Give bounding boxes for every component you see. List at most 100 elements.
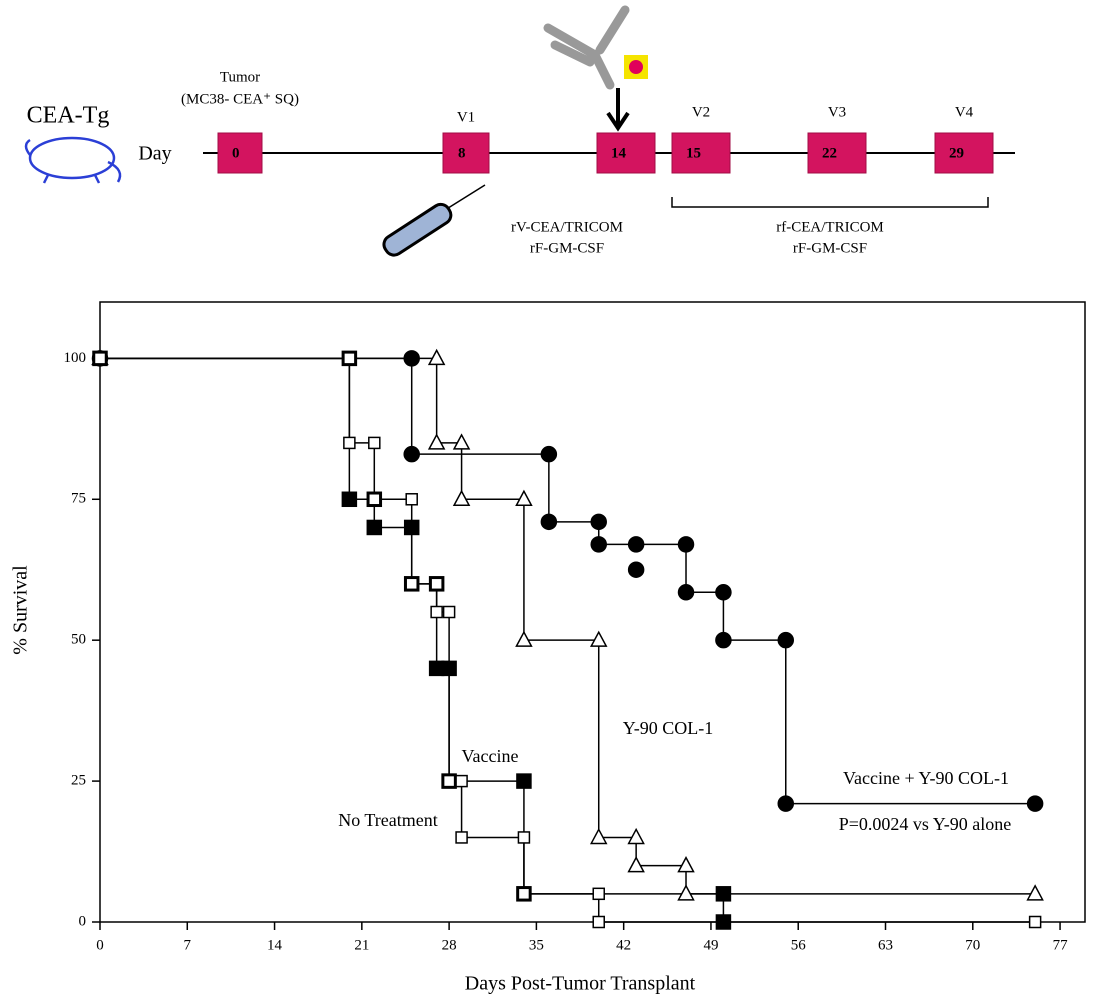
- x-tick-label: 35: [529, 937, 544, 953]
- visit-label: V3: [828, 104, 846, 120]
- x-tick-label: 14: [267, 937, 283, 953]
- point: [403, 350, 420, 367]
- day-number: 15: [686, 145, 701, 161]
- point: [715, 914, 732, 930]
- x-tick-label: 28: [442, 937, 457, 953]
- x-tick-label: 21: [354, 937, 369, 953]
- y-tick-label: 0: [79, 913, 87, 929]
- point: [627, 827, 645, 845]
- day-box: [442, 132, 490, 174]
- x-tick-label: 70: [965, 937, 980, 953]
- boost-label: rF-GM-CSF: [793, 240, 867, 256]
- point: [1026, 795, 1044, 812]
- day-box: [671, 132, 731, 174]
- point: [403, 445, 420, 463]
- point: [343, 436, 356, 450]
- point: [427, 348, 446, 366]
- x-tick-label: 63: [878, 937, 893, 953]
- series-label: Vaccine: [462, 746, 519, 766]
- host-label: CEA-Tg: [27, 103, 110, 129]
- point: [517, 887, 531, 901]
- series-label: No Treatment: [338, 810, 438, 830]
- point: [405, 493, 418, 506]
- radiation-symbol: [629, 60, 643, 74]
- prime-label: rV-CEA/TRICOM: [511, 219, 623, 235]
- day-number: 14: [611, 145, 627, 161]
- day-box: [596, 132, 656, 174]
- point: [777, 631, 795, 649]
- point: [715, 886, 732, 902]
- point: [515, 489, 533, 507]
- point: [540, 445, 558, 463]
- x-tick-label: 0: [96, 937, 104, 953]
- arrow: [606, 88, 630, 132]
- day-number: 8: [458, 145, 466, 161]
- day-box: [217, 132, 263, 174]
- x-tick-label: 49: [703, 937, 718, 953]
- point: [627, 561, 645, 578]
- point: [452, 489, 471, 507]
- antibody-icon: [543, 5, 630, 90]
- point: [777, 795, 795, 812]
- point: [368, 493, 381, 506]
- point: [592, 915, 605, 929]
- visit-label: V1: [457, 109, 475, 125]
- x-axis-label: Days Post-Tumor Transplant: [465, 973, 696, 995]
- tumor-label: Tumor: [220, 69, 260, 85]
- point: [403, 519, 420, 536]
- point: [430, 605, 443, 619]
- point: [677, 584, 695, 601]
- series-label: Y-90 COL-1: [623, 718, 714, 738]
- day-number: 29: [949, 145, 964, 161]
- point: [677, 884, 695, 901]
- x-tick-label: 7: [184, 937, 192, 953]
- point: [592, 887, 605, 901]
- day-number: 0: [232, 145, 240, 161]
- day-box: [934, 132, 994, 174]
- y-tick-label: 100: [64, 350, 87, 366]
- point: [430, 577, 443, 591]
- tumor-line: (MC38- CEA⁺ SQ): [181, 91, 299, 107]
- day-number: 22: [822, 145, 837, 161]
- point: [589, 630, 608, 647]
- annotation: P=0.0024 vs Y-90 alone: [839, 814, 1011, 834]
- point: [589, 827, 608, 845]
- day-numbers: 0 8 14 15 22 29: [232, 145, 964, 161]
- point: [405, 577, 418, 591]
- x-tick-label: 56: [791, 937, 807, 953]
- day-box: [807, 132, 867, 174]
- point: [455, 831, 468, 844]
- point: [343, 352, 356, 365]
- day-boxes: [217, 132, 994, 174]
- prime-label: rF-GM-CSF: [530, 240, 604, 256]
- y-tick-label: 50: [71, 632, 86, 648]
- point: [516, 773, 532, 789]
- point: [590, 513, 607, 531]
- y-tick-label: 75: [71, 491, 86, 507]
- point: [1028, 915, 1042, 929]
- point: [441, 660, 457, 677]
- point: [366, 519, 383, 536]
- point: [1026, 884, 1044, 901]
- point: [93, 352, 107, 365]
- point: [627, 536, 645, 553]
- mouse-icon: [24, 136, 122, 184]
- point: [442, 774, 456, 788]
- point: [715, 584, 732, 601]
- point: [455, 774, 468, 788]
- point: [427, 433, 446, 450]
- x-tick-label: 42: [616, 937, 631, 953]
- point: [627, 856, 645, 873]
- point: [590, 536, 607, 553]
- point: [515, 630, 533, 647]
- point: [677, 856, 695, 873]
- day-label: Day: [138, 143, 171, 165]
- y-tick-label: 25: [71, 773, 86, 789]
- boost-bracket: [671, 197, 989, 208]
- visit-label: V2: [692, 104, 710, 120]
- syringe-icon: [382, 184, 486, 257]
- point: [715, 631, 732, 649]
- point: [540, 513, 558, 531]
- point: [452, 433, 471, 450]
